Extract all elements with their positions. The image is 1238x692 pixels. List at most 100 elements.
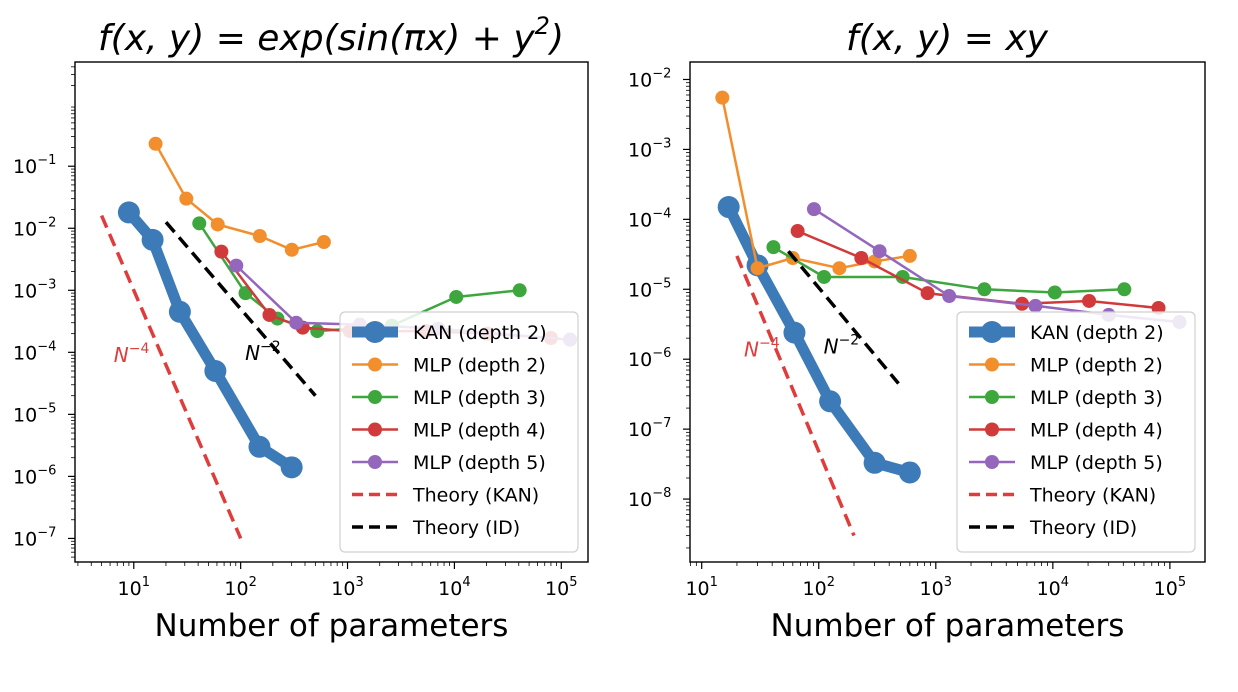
data-point-mlp-depth-4 (920, 286, 935, 301)
data-point-mlp-depth-5 (942, 289, 957, 304)
data-point-mlp-depth-2 (179, 191, 194, 206)
legend: KAN (depth 2) MLP (depth 2) MLP (depth 3) M… (339, 311, 579, 553)
x-axis-label: Number of parameters (155, 608, 509, 644)
data-point-kan-depth-2 (248, 435, 271, 458)
legend-label: MLP (depth 4) (1030, 420, 1163, 442)
data-point-mlp-depth-2 (832, 261, 847, 276)
y-tick-label: 10−6 (628, 346, 671, 371)
data-point-mlp-depth-2 (210, 217, 225, 232)
legend-entry: MLP (depth 3) (969, 387, 1163, 409)
data-point-mlp-depth-2 (750, 261, 765, 276)
legend-entry: MLP (depth 5) (969, 452, 1163, 474)
plot-area (715, 90, 1187, 537)
legend-entry: KAN (depth 2) (352, 321, 547, 344)
x-axis-label: Number of parameters (771, 608, 1125, 644)
annotation-label: N−2 (245, 339, 281, 365)
data-point-mlp-depth-2 (284, 242, 299, 257)
y-tick-label: 10−4 (13, 339, 56, 364)
series-line-theory-kan (735, 255, 856, 537)
legend-label: MLP (depth 2) (413, 355, 546, 377)
data-point-mlp-depth-3 (1047, 285, 1062, 300)
data-point-mlp-depth-4 (790, 224, 805, 239)
series-line-mlp-depth-3 (772, 245, 1126, 294)
y-tick-label: 10−8 (628, 486, 671, 511)
legend-marker (981, 321, 1003, 343)
legend-frame (956, 311, 1196, 553)
x-tick-label: 103 (331, 575, 363, 600)
data-point-mlp-depth-3 (766, 240, 781, 255)
data-point-mlp-depth-2 (316, 235, 331, 250)
legend-entry: Theory (KAN) (352, 485, 539, 507)
legend-entry: Theory (KAN) (969, 485, 1156, 507)
data-point-mlp-depth-3 (817, 269, 832, 284)
series-line-mlp-depth-4 (796, 229, 1160, 310)
legend-marker (985, 390, 999, 404)
legend-entry: MLP (depth 5) (352, 452, 546, 474)
data-point-mlp-depth-3 (977, 282, 992, 297)
chart-title: f(x, y) = xy (846, 18, 1049, 59)
legend-label: Theory (KAN) (1029, 485, 1156, 507)
data-point-mlp-depth-2 (902, 248, 917, 263)
annotation-label: N−2 (824, 333, 860, 359)
legend-label: MLP (depth 5) (1030, 452, 1163, 474)
data-point-kan-depth-2 (819, 390, 842, 413)
data-point-mlp-depth-5 (806, 202, 821, 217)
legend-frame (339, 311, 579, 553)
legend-label: Theory (ID) (412, 517, 520, 539)
data-point-mlp-depth-5 (229, 258, 244, 273)
data-point-mlp-depth-5 (1028, 298, 1043, 313)
y-tick-label: 10−7 (13, 525, 56, 550)
legend-entry: KAN (depth 2) (969, 321, 1164, 344)
legend: KAN (depth 2) MLP (depth 2) MLP (depth 3) M… (956, 311, 1196, 553)
y-tick-label: 10−6 (13, 463, 56, 488)
legend-entry: Theory (ID) (352, 517, 520, 539)
data-point-kan-depth-2 (783, 321, 806, 344)
legend-marker (368, 357, 382, 372)
y-tick-label: 10−1 (13, 153, 56, 178)
legend-label: MLP (depth 3) (413, 387, 546, 409)
legend-entry: MLP (depth 4) (352, 420, 546, 442)
data-point-mlp-depth-3 (310, 324, 325, 339)
chart-panel-1: f(x, y) = exp(sin(πx) + y2) 101 102 103 104 1… (13, 12, 589, 644)
legend-marker (985, 455, 999, 469)
legend-label: MLP (depth 3) (1030, 387, 1163, 409)
legend-marker (368, 390, 382, 404)
annotation-label: N−4 (114, 341, 150, 367)
y-tick-label: 10−5 (628, 276, 671, 301)
x-tick-label: 101 (118, 575, 150, 600)
data-point-mlp-depth-3 (449, 289, 464, 304)
legend-label: KAN (depth 2) (1030, 322, 1164, 344)
legend-label: Theory (KAN) (412, 485, 539, 507)
x-tick-label: 102 (224, 575, 256, 600)
data-point-kan-depth-2 (280, 456, 303, 479)
data-point-mlp-depth-2 (148, 136, 163, 151)
data-point-mlp-depth-5 (289, 315, 304, 330)
legend-label: KAN (depth 2) (413, 322, 547, 344)
legend-marker (985, 357, 999, 372)
series-line-theory-id (164, 221, 317, 397)
y-tick-label: 10−3 (628, 136, 671, 161)
data-point-kan-depth-2 (204, 359, 227, 382)
series-line-theory-id (787, 250, 900, 385)
data-point-kan-depth-2 (168, 300, 191, 323)
legend-marker (985, 422, 999, 437)
x-tick-label: 101 (685, 575, 717, 600)
data-point-kan-depth-2 (141, 228, 164, 251)
legend-marker (364, 321, 386, 343)
legend-entry: MLP (depth 2) (969, 355, 1163, 377)
data-point-kan-depth-2 (898, 461, 921, 484)
y-tick-label: 10−2 (13, 215, 56, 240)
y-tick-label: 10−2 (628, 66, 671, 91)
chart-panel-2: f(x, y) = xy 101 102 103 104 105 10−2 10−3 10−4 1… (628, 18, 1206, 644)
data-point-mlp-depth-3 (512, 283, 527, 298)
y-tick-label: 10−5 (13, 401, 56, 426)
legend-entry: MLP (depth 2) (352, 355, 546, 377)
x-tick-label: 105 (1154, 575, 1186, 600)
x-tick-label: 102 (803, 575, 835, 600)
data-point-mlp-depth-5 (872, 244, 887, 259)
data-point-mlp-depth-3 (192, 216, 207, 231)
x-tick-label: 105 (545, 575, 577, 600)
data-point-mlp-depth-4 (262, 307, 277, 322)
annotation-label: N−4 (744, 335, 780, 361)
